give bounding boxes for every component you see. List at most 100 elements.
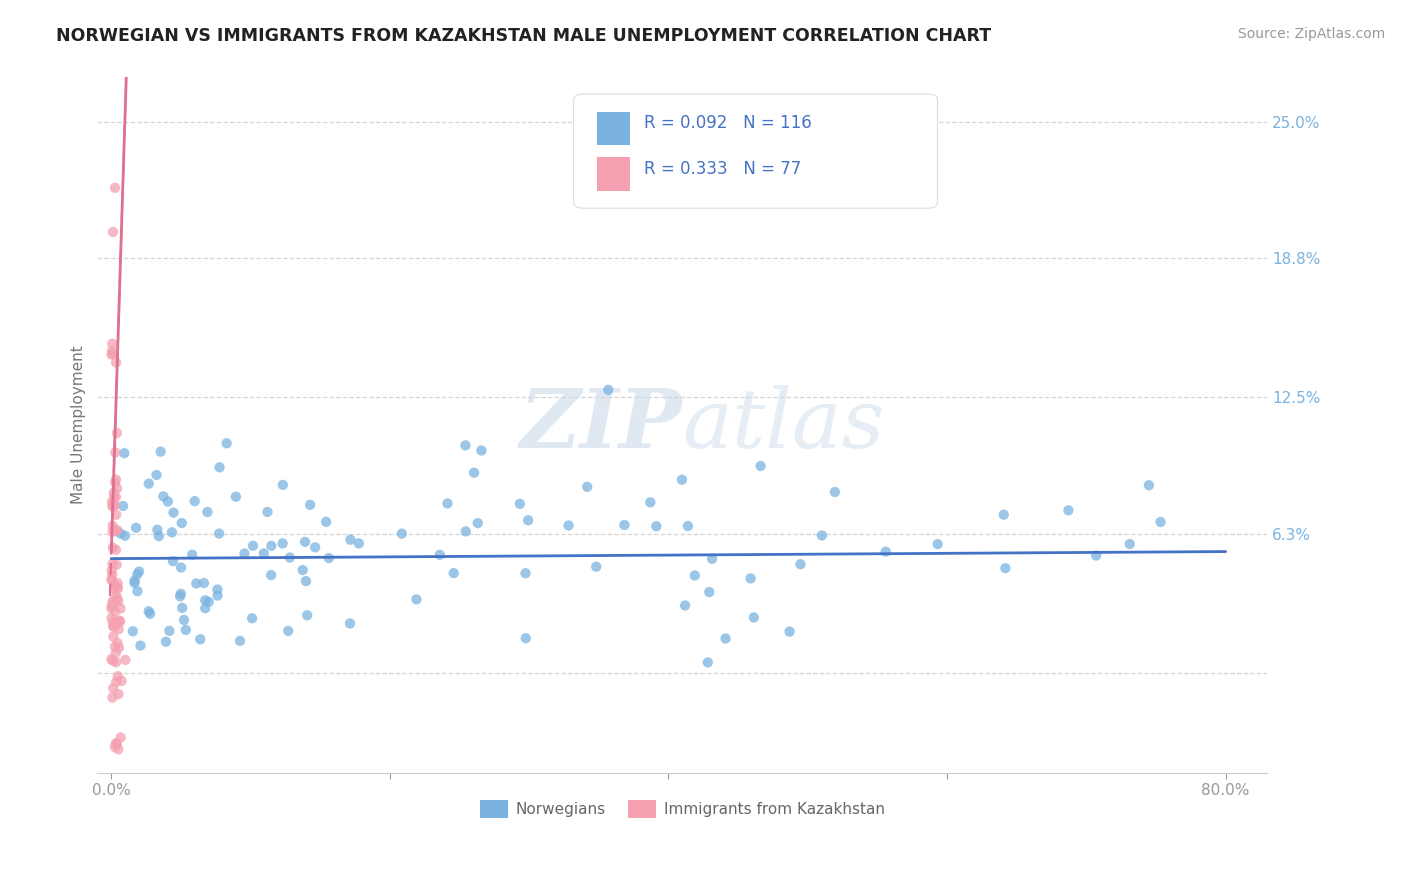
- Point: [107, 582, 129, 596]
- Point: [107, 687, 129, 701]
- Text: R = 0.092   N = 116: R = 0.092 N = 116: [644, 113, 811, 132]
- Point: [107, 669, 129, 683]
- Point: [100, 652, 122, 666]
- Point: [103, 630, 125, 644]
- Point: [174, 623, 197, 637]
- Point: [105, 523, 128, 537]
- Point: [107, 622, 129, 636]
- Point: [105, 591, 128, 606]
- Point: [789, 558, 811, 572]
- Text: Source: ZipAtlas.com: Source: ZipAtlas.com: [1237, 27, 1385, 41]
- Point: [162, 506, 184, 520]
- Point: [463, 466, 485, 480]
- Point: [107, 594, 129, 608]
- Point: [108, 614, 131, 628]
- Point: [103, 490, 125, 504]
- Point: [673, 599, 696, 613]
- Point: [260, 568, 283, 582]
- Point: [318, 551, 340, 566]
- Point: [104, 605, 127, 619]
- Point: [697, 585, 720, 599]
- Point: [101, 225, 124, 239]
- Point: [515, 631, 537, 645]
- Point: [114, 529, 136, 543]
- Point: [110, 526, 132, 541]
- Point: [101, 541, 124, 555]
- Point: [107, 615, 129, 630]
- Point: [436, 496, 458, 510]
- Point: [112, 499, 135, 513]
- Point: [104, 181, 127, 195]
- Point: [291, 563, 314, 577]
- Point: [121, 624, 143, 639]
- Point: [225, 490, 247, 504]
- Point: [112, 446, 135, 460]
- Point: [156, 494, 179, 508]
- Point: [127, 567, 149, 582]
- Point: [811, 528, 834, 542]
- Point: [740, 571, 762, 585]
- Point: [125, 521, 148, 535]
- Point: [742, 610, 765, 624]
- Point: [103, 582, 125, 596]
- Point: [101, 519, 124, 533]
- Point: [208, 460, 231, 475]
- FancyBboxPatch shape: [598, 157, 630, 191]
- Point: [110, 615, 132, 629]
- Point: [101, 499, 124, 513]
- Point: [101, 619, 124, 633]
- FancyBboxPatch shape: [574, 95, 938, 208]
- Point: [149, 444, 172, 458]
- Point: [271, 478, 294, 492]
- Point: [557, 518, 579, 533]
- Point: [145, 467, 167, 482]
- Point: [104, 736, 127, 750]
- Point: [875, 544, 897, 558]
- Point: [515, 566, 537, 581]
- Point: [640, 495, 662, 509]
- Point: [104, 473, 127, 487]
- Point: [105, 481, 128, 495]
- Point: [103, 485, 125, 500]
- Point: [152, 490, 174, 504]
- Point: [103, 347, 125, 361]
- Point: [197, 595, 219, 609]
- Point: [207, 582, 229, 597]
- Point: [304, 541, 326, 555]
- Point: [105, 588, 128, 602]
- Point: [585, 559, 607, 574]
- Point: [104, 646, 127, 660]
- Point: [1119, 537, 1142, 551]
- Point: [183, 494, 205, 508]
- Point: [188, 632, 211, 647]
- Point: [294, 535, 316, 549]
- Point: [169, 590, 191, 604]
- Point: [107, 576, 129, 591]
- Point: [105, 425, 128, 440]
- Point: [110, 731, 132, 745]
- Point: [315, 515, 337, 529]
- Point: [193, 576, 215, 591]
- Text: R = 0.333   N = 77: R = 0.333 N = 77: [644, 160, 801, 178]
- Point: [101, 524, 124, 539]
- Point: [100, 563, 122, 577]
- Point: [295, 574, 318, 588]
- Point: [170, 560, 193, 574]
- Point: [104, 499, 127, 513]
- Point: [105, 542, 128, 557]
- Point: [105, 355, 128, 369]
- Point: [157, 624, 180, 638]
- Point: [104, 655, 127, 669]
- Point: [779, 624, 801, 639]
- Point: [127, 584, 149, 599]
- Point: [194, 601, 217, 615]
- Point: [148, 529, 170, 543]
- Point: [105, 675, 128, 690]
- Text: NORWEGIAN VS IMMIGRANTS FROM KAZAKHSTAN MALE UNEMPLOYMENT CORRELATION CHART: NORWEGIAN VS IMMIGRANTS FROM KAZAKHSTAN …: [56, 27, 991, 45]
- Point: [100, 572, 122, 586]
- Point: [107, 742, 129, 756]
- Point: [645, 519, 668, 533]
- Text: atlas: atlas: [682, 385, 884, 465]
- Point: [215, 436, 238, 450]
- Point: [101, 557, 124, 571]
